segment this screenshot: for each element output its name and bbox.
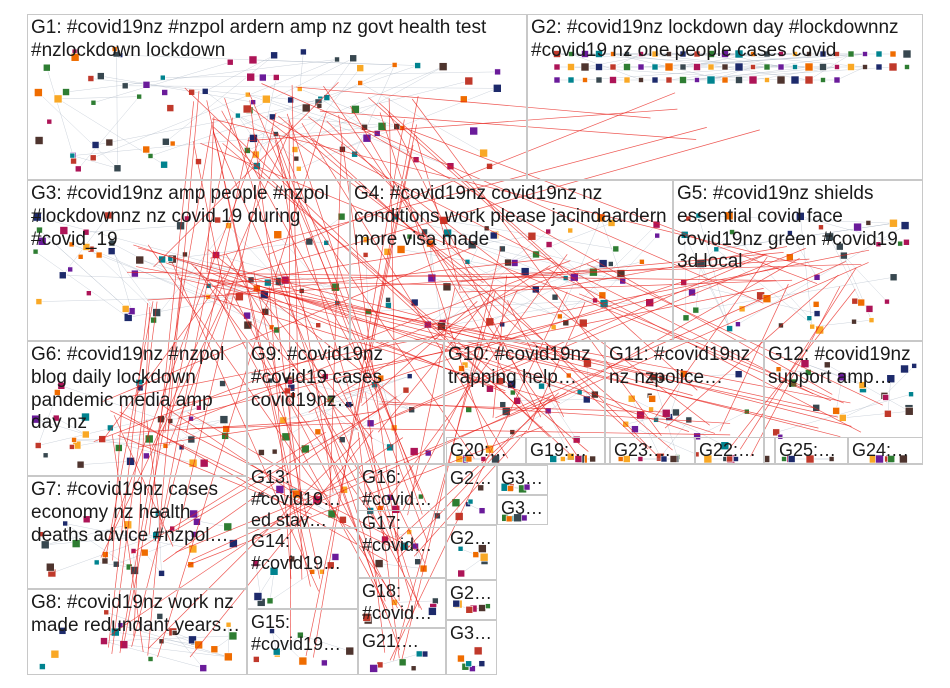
group-label: G21:… — [362, 631, 420, 651]
group-label: G3… — [450, 623, 493, 643]
group-label: G19:… — [530, 440, 588, 460]
group-panel-g15: G15: #covid19… — [247, 609, 358, 675]
group-label: G23:… — [614, 440, 672, 460]
group-label: G24:… — [852, 440, 910, 460]
group-panel-g3x2: G3… — [497, 495, 548, 525]
group-label: G6: #covid19nz #nzpol blog daily lockdow… — [31, 344, 230, 434]
group-panel-g14: G14: #covid19… — [247, 528, 358, 609]
group-panel-g3x1: G3… — [497, 465, 548, 495]
group-label: G2… — [450, 468, 493, 488]
group-label: G11: #covid19nz nz nzpolice… — [609, 344, 756, 388]
group-panel-g3x3: G3… — [446, 620, 497, 675]
group-panel-g23: G23:… — [610, 437, 695, 465]
group-label: G3… — [501, 498, 544, 518]
group-label: G16: #covid… — [362, 467, 433, 509]
group-panel-g18: G18: #covid… — [358, 578, 446, 628]
group-label: G25:… — [779, 440, 837, 460]
group-label: G20:… — [450, 440, 508, 460]
group-panel-g7: G7: #covid19nz cases economy nz health d… — [27, 476, 247, 589]
group-label: G12: #covid19nz support amp… — [768, 344, 916, 388]
group-label: G3: #covid19nz amp people #nzpol #lockdo… — [31, 183, 335, 250]
group-panel-g2x3: G2… — [446, 580, 497, 620]
group-label: G18: #covid… — [362, 581, 433, 623]
group-label: G22:… — [699, 440, 757, 460]
group-label: G2… — [450, 528, 493, 548]
group-panel-g20: G20:… — [446, 437, 526, 465]
group-panel-g2x1: G2… — [446, 465, 497, 525]
group-label: G10: #covid19nz trapping help… — [448, 344, 596, 388]
group-panel-g24: G24:… — [848, 437, 923, 465]
group-label: G2: #covid19nz lockdown day #lockdownnz … — [531, 17, 904, 61]
group-label: G2… — [450, 583, 493, 603]
group-label: G7: #covid19nz cases economy nz health d… — [31, 479, 229, 546]
group-label: G4: #covid19nz covid19nz nz conditions w… — [354, 183, 667, 250]
group-panel-g22: G22:… — [695, 437, 775, 465]
group-panel-g4: G4: #covid19nz covid19nz nz conditions w… — [350, 180, 673, 341]
group-label: G5: #covid19nz shields essential covid f… — [677, 183, 904, 273]
group-panel-g1: G1: #covid19nz #nzpol ardern amp nz govt… — [27, 14, 527, 180]
group-panel-g17: G17: #covid… — [358, 510, 446, 578]
group-panel-g2: G2: #covid19nz lockdown day #lockdownnz … — [527, 14, 923, 180]
group-panel-g2x2: G2… — [446, 525, 497, 580]
group-label: G17: #covid… — [362, 513, 433, 555]
group-label: G9: #covid19nz #covid19 cases covid19nz… — [251, 344, 389, 411]
group-panel-g5: G5: #covid19nz shields essential covid f… — [673, 180, 923, 341]
group-label: G3… — [501, 468, 544, 488]
group-panel-g8: G8: #covid19nz work nz made redundant ye… — [27, 589, 247, 675]
group-label: G8: #covid19nz work nz made redundant ye… — [31, 592, 241, 636]
group-panel-g6: G6: #covid19nz #nzpol blog daily lockdow… — [27, 341, 247, 476]
group-label: G13: #covid19… ed stay… — [251, 467, 347, 528]
group-label: G14: #covid19… — [251, 531, 342, 573]
group-panel-g21: G21:… — [358, 628, 446, 675]
group-panel-g13: G13: #covid19… ed stay… — [247, 464, 358, 528]
group-panel-g3: G3: #covid19nz amp people #nzpol #lockdo… — [27, 180, 350, 341]
group-label: G15: #covid19… — [251, 612, 342, 654]
group-panel-g9: G9: #covid19nz #covid19 cases covid19nz… — [247, 341, 444, 464]
group-panel-g19: G19:… — [526, 437, 610, 465]
group-label: G1: #covid19nz #nzpol ardern amp nz govt… — [31, 17, 492, 61]
group-panel-g25: G25:… — [775, 437, 848, 465]
